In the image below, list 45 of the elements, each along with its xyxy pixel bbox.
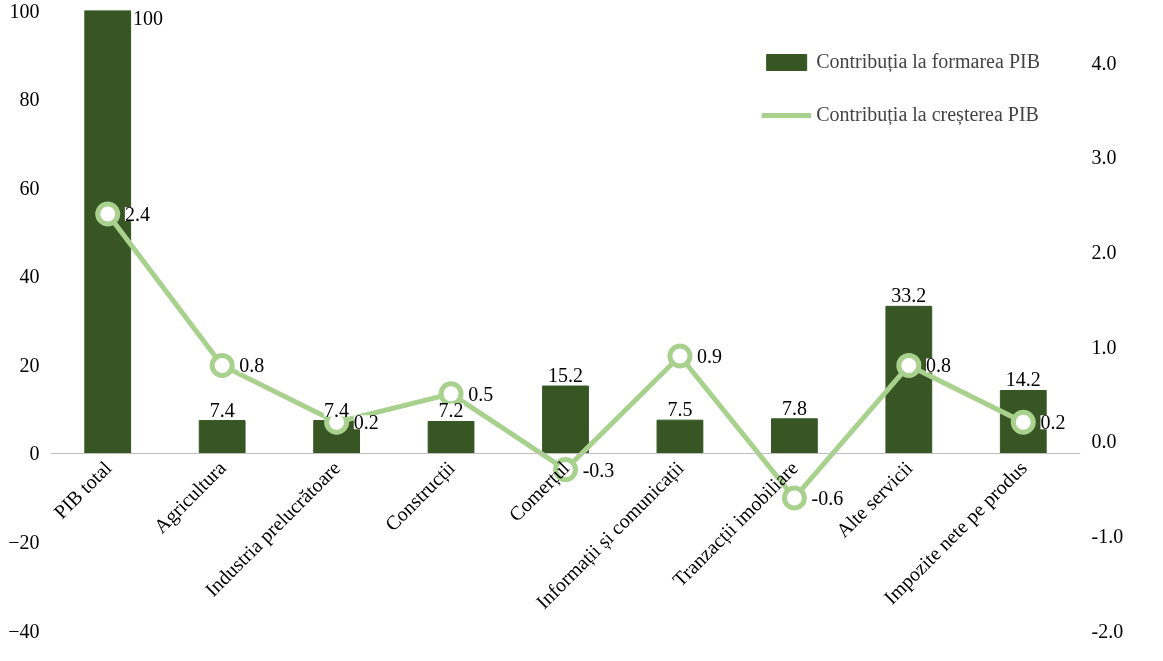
point (209, 352, 235, 378)
y-tick-label: 60 (19, 176, 40, 199)
data-label: 7.2 (438, 399, 464, 422)
data-label: 33.2 (891, 284, 927, 307)
data-label: 7.8 (781, 396, 807, 419)
x-tick-label: PIB total (49, 456, 116, 523)
y2-tick-label: -2.0 (1091, 619, 1124, 642)
point (667, 343, 693, 369)
data-label: 7.5 (667, 398, 693, 421)
bar (427, 420, 475, 454)
y-tick-label: 20 (19, 353, 40, 376)
data-label: 100 (132, 6, 163, 29)
data-label: 0.8 (239, 354, 265, 377)
data-label: 15.2 (548, 364, 583, 387)
bar (542, 385, 589, 454)
data-label: 0.9 (697, 345, 723, 367)
y2-tick-label: 2.0 (1091, 240, 1117, 263)
data-label: 0.2 (353, 411, 379, 434)
y2-tick-label: 0.0 (1091, 430, 1117, 453)
y2-tick-label: 3.0 (1091, 146, 1117, 169)
y-tick-label: 40 (19, 265, 40, 288)
data-label: 0.2 (1040, 411, 1066, 434)
point (896, 352, 922, 378)
y2-tick-label: 1.0 (1091, 335, 1117, 358)
data-label: 0.5 (468, 382, 494, 405)
y2-tick-label: 4.0 (1091, 51, 1117, 74)
y-tick-label: 0 (29, 442, 40, 465)
y-tick-label: 80 (19, 88, 40, 111)
y2-tick-label: -1.0 (1091, 524, 1124, 547)
data-label: 7.4 (324, 398, 350, 421)
bar (198, 420, 246, 454)
data-label: 7.4 (209, 398, 235, 421)
data-label: -0.6 (811, 486, 844, 509)
data-label: 2.4 (124, 203, 150, 226)
y-tick-label: −20 (8, 530, 40, 553)
bar (771, 418, 818, 454)
legend-label: Contribuția la creșterea PIB (816, 103, 1039, 126)
legend-label: Contribuția la formarea PIB (816, 50, 1040, 73)
data-label: 14.2 (1005, 368, 1041, 391)
y-tick-label: −40 (8, 619, 40, 642)
y-tick-label: 100 (9, 0, 40, 22)
data-label: -0.3 (582, 458, 615, 481)
point (95, 201, 121, 227)
bar (656, 419, 704, 454)
data-label: 0.8 (926, 354, 951, 377)
